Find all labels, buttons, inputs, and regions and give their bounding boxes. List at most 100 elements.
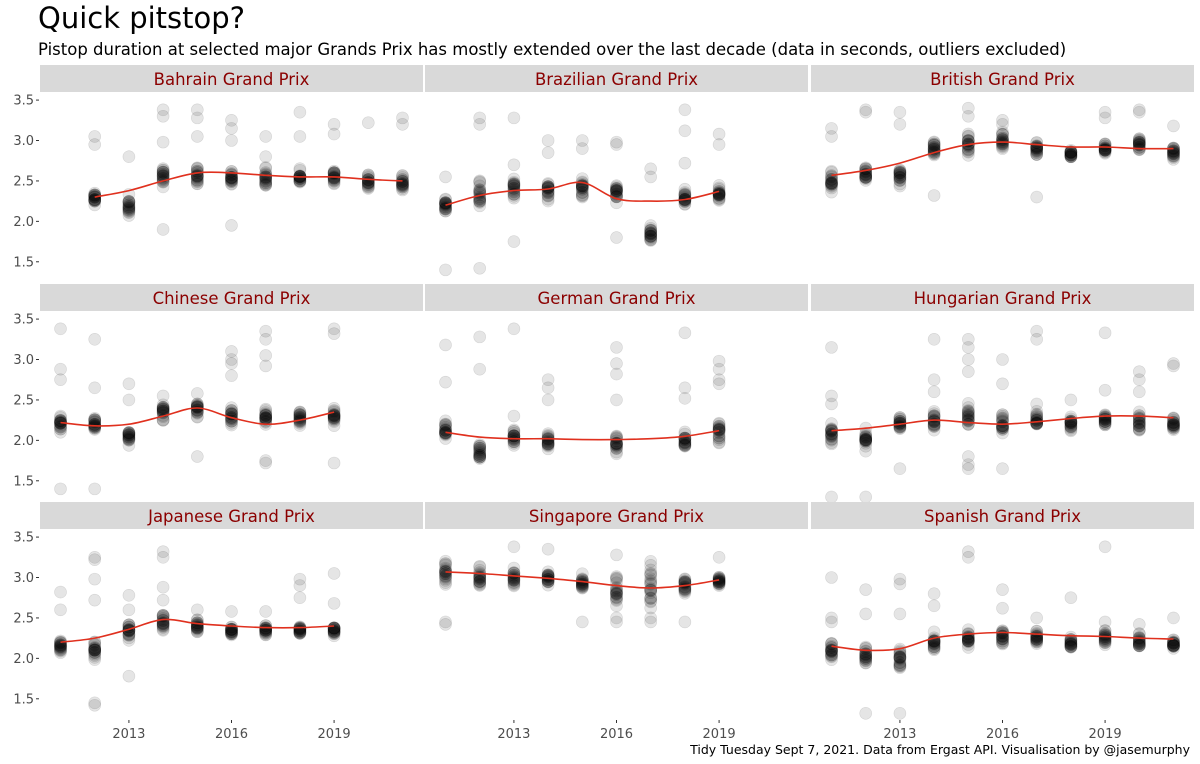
- data-point: [259, 625, 272, 639]
- data-point: [825, 176, 838, 189]
- data-point: [996, 353, 1009, 366]
- data-point: [507, 179, 521, 193]
- data-point: [156, 165, 170, 179]
- data-point: [293, 174, 307, 188]
- data-point: [122, 198, 136, 211]
- data-point: [644, 586, 657, 600]
- data-point: [327, 166, 341, 179]
- data-point: [122, 196, 136, 210]
- data-point: [88, 646, 102, 660]
- data-point: [576, 573, 589, 587]
- data-point: [1132, 618, 1146, 631]
- data-point: [644, 591, 657, 605]
- data-point: [1132, 137, 1146, 151]
- data-point: [293, 174, 307, 188]
- data-point: [259, 324, 272, 338]
- data-point: [1167, 418, 1180, 432]
- data-point: [610, 183, 623, 197]
- data-point: [610, 571, 623, 585]
- data-point: [259, 176, 272, 190]
- data-point: [859, 433, 873, 446]
- data-point: [88, 194, 102, 208]
- data-point: [88, 194, 102, 208]
- data-point: [678, 425, 692, 439]
- data-point: [293, 162, 307, 175]
- data-point: [610, 184, 623, 198]
- data-point: [1030, 190, 1043, 204]
- data-point: [712, 420, 726, 434]
- data-point: [962, 407, 975, 421]
- data-point: [859, 656, 873, 670]
- data-point: [54, 373, 67, 387]
- data-point: [1064, 420, 1078, 433]
- data-point: [1064, 148, 1078, 162]
- data-point: [327, 166, 341, 180]
- data-point: [893, 415, 907, 429]
- data-point: [1132, 627, 1146, 641]
- data-point: [825, 429, 838, 442]
- data-point: [327, 621, 341, 635]
- data-point: [996, 409, 1009, 423]
- data-point: [156, 103, 170, 117]
- data-point: [327, 411, 341, 424]
- data-point: [825, 397, 838, 411]
- data-point: [225, 404, 238, 417]
- data-point: [473, 445, 487, 458]
- data-point: [191, 161, 204, 175]
- data-point: [1030, 637, 1043, 650]
- data-point: [439, 618, 452, 631]
- data-point: [712, 429, 726, 443]
- data-point: [859, 439, 873, 453]
- data-point: [327, 118, 341, 131]
- data-point: [644, 170, 657, 184]
- data-point: [439, 576, 452, 589]
- data-point: [610, 586, 623, 600]
- data-point: [893, 650, 907, 664]
- data-point: [361, 168, 375, 182]
- data-point: [156, 545, 170, 558]
- data-point: [507, 574, 521, 587]
- data-point: [396, 182, 409, 196]
- data-point: [678, 439, 692, 452]
- facet-strip: [40, 65, 423, 92]
- data-point: [225, 401, 238, 414]
- data-point: [1064, 634, 1078, 647]
- points: [825, 540, 1180, 720]
- data-point: [825, 177, 838, 191]
- y-tick-label: 3.5: [13, 531, 34, 546]
- data-point: [327, 175, 341, 188]
- data-point: [507, 571, 521, 585]
- data-point: [54, 642, 67, 655]
- data-point: [893, 166, 907, 180]
- data-point: [88, 646, 102, 659]
- data-point: [122, 588, 136, 602]
- data-point: [576, 181, 589, 195]
- data-point: [54, 640, 67, 653]
- data-point: [1132, 419, 1146, 432]
- trend-line: [60, 407, 335, 427]
- data-point: [473, 175, 487, 188]
- data-point: [191, 397, 204, 411]
- data-point: [859, 583, 873, 596]
- data-point: [259, 176, 272, 190]
- data-point: [439, 204, 452, 218]
- data-point: [191, 406, 204, 419]
- data-point: [327, 456, 341, 470]
- data-point: [996, 413, 1009, 426]
- data-point: [327, 625, 341, 638]
- data-point: [927, 136, 941, 149]
- data-point: [507, 431, 521, 444]
- data-point: [191, 406, 204, 419]
- data-point: [996, 127, 1009, 141]
- data-point: [962, 341, 975, 354]
- data-point: [678, 436, 692, 450]
- data-point: [859, 444, 873, 458]
- data-point: [927, 373, 941, 387]
- data-point: [712, 435, 726, 449]
- data-point: [225, 626, 238, 639]
- data-point: [541, 578, 555, 592]
- data-point: [576, 134, 589, 147]
- data-point: [1132, 639, 1146, 653]
- facet-panel: German Grand Prix: [425, 284, 808, 465]
- data-point: [1132, 639, 1146, 653]
